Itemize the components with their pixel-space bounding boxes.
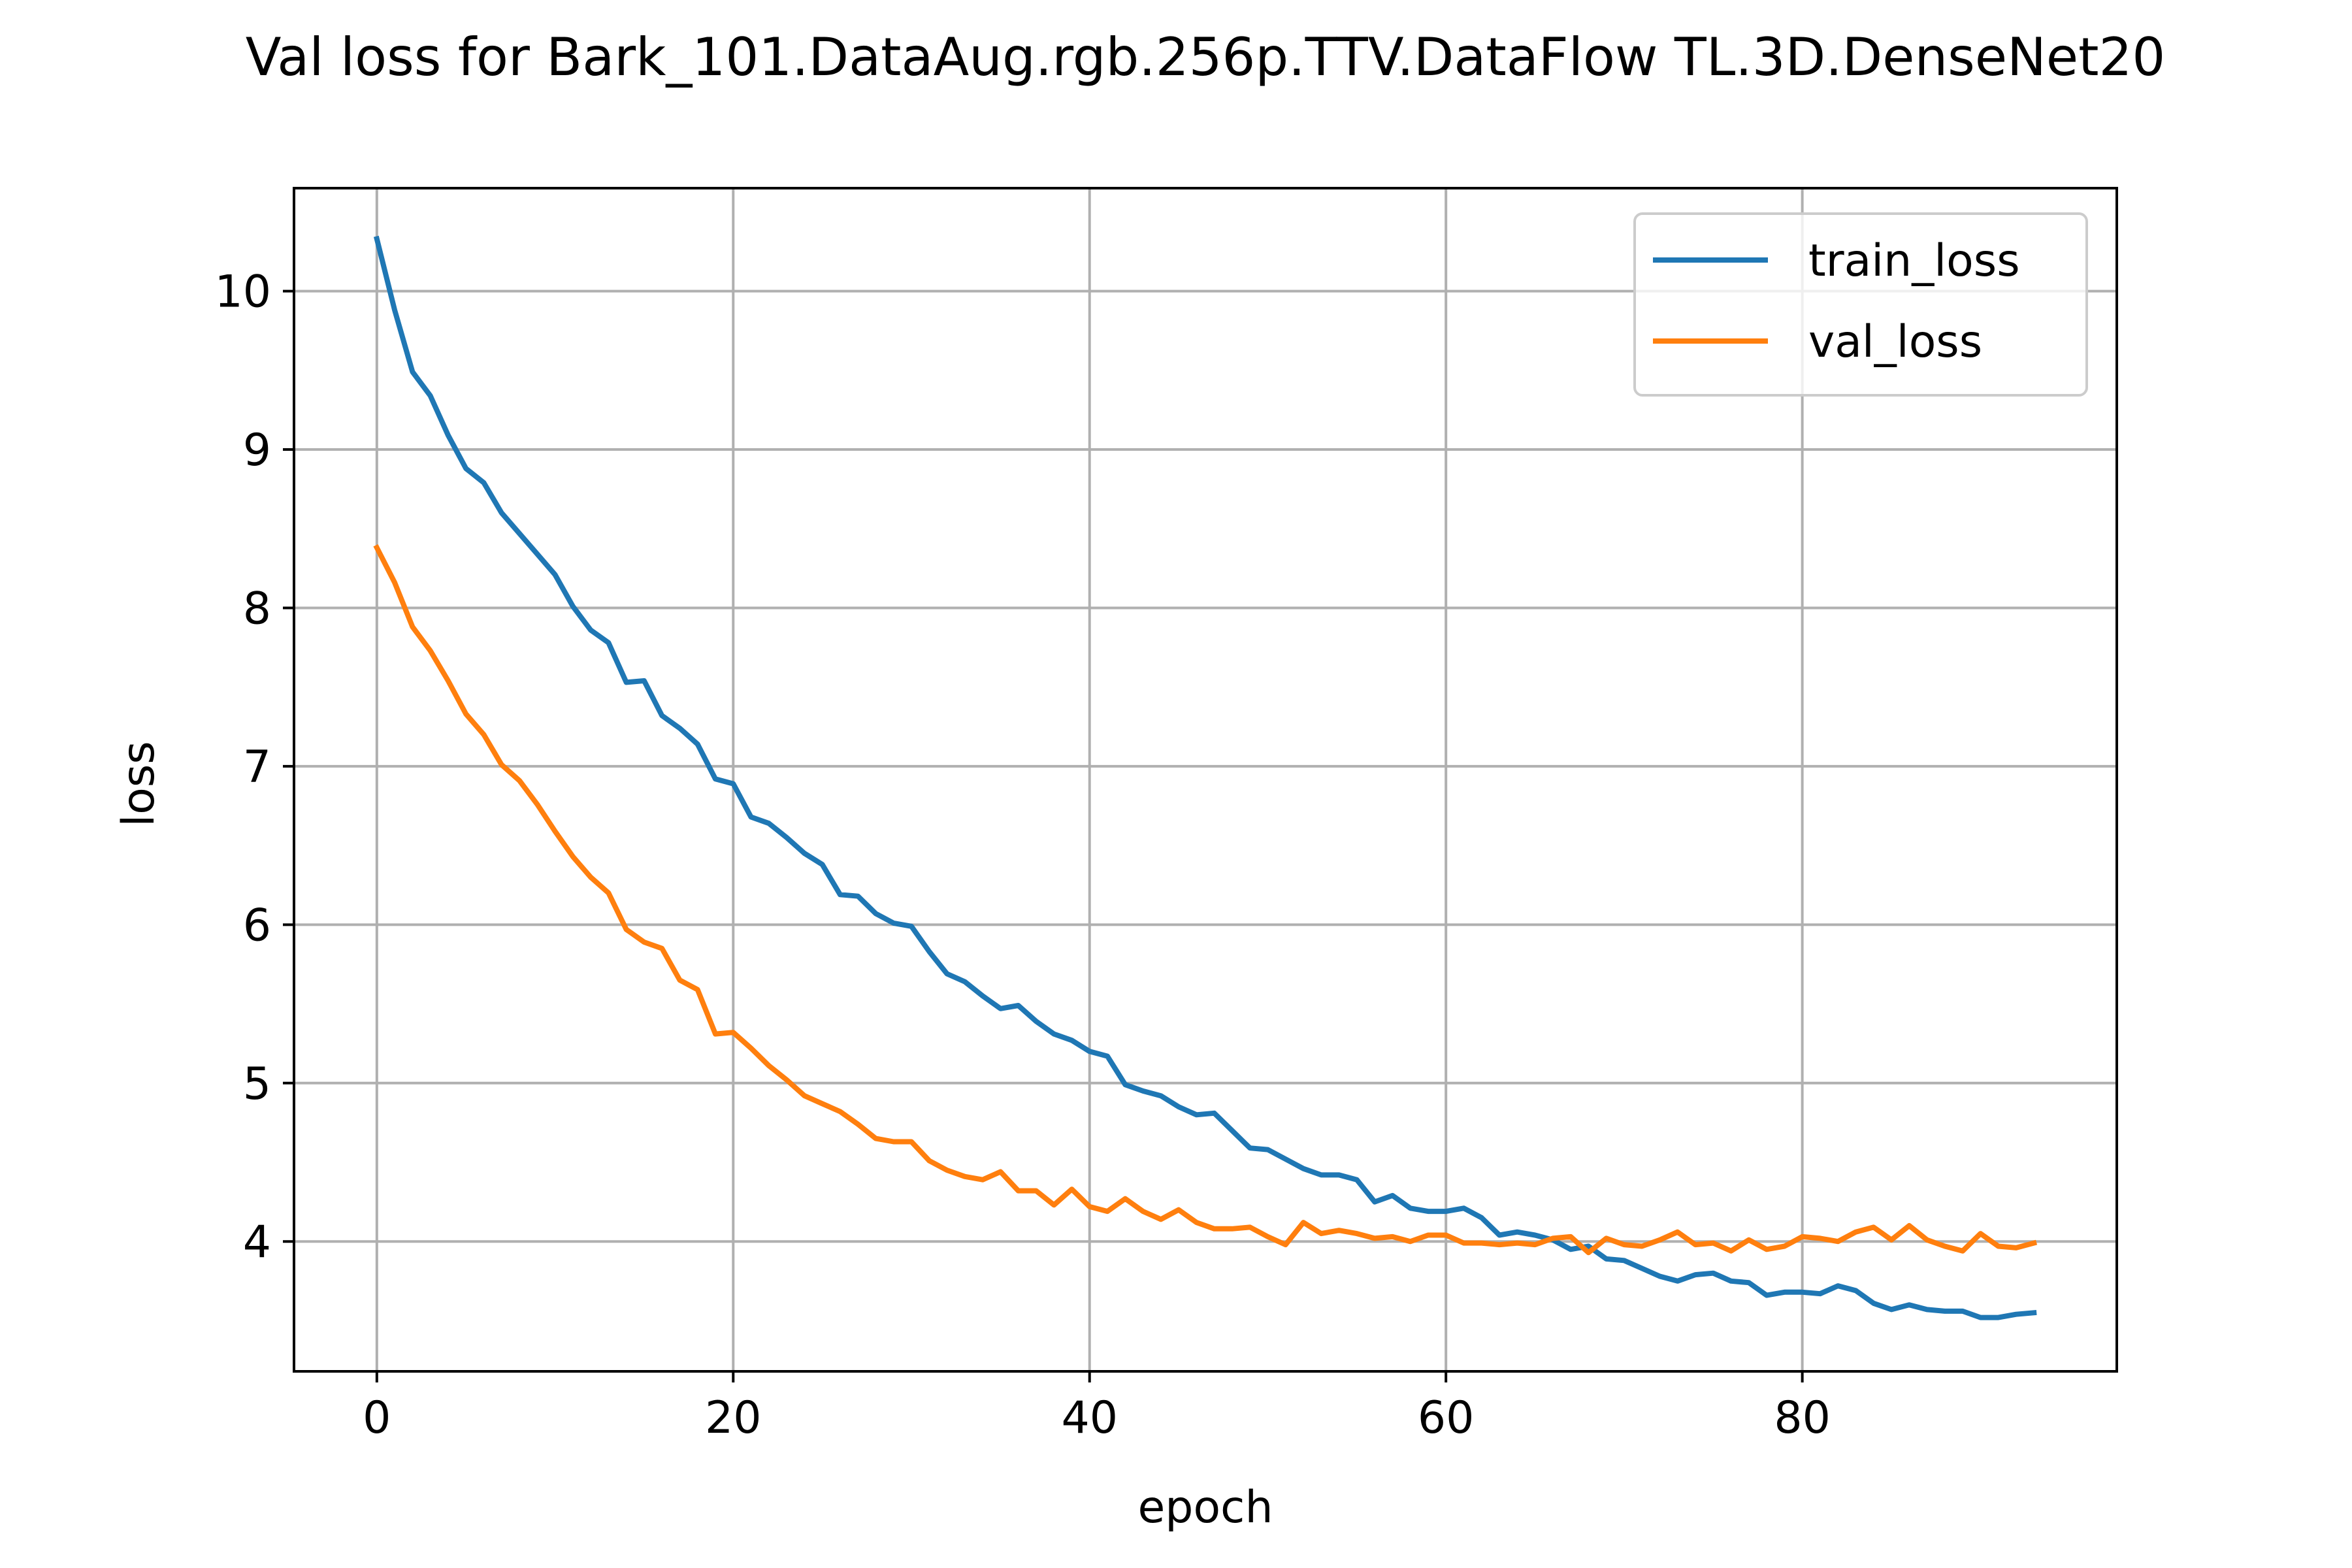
axis-ticks: 0 20 40 60 80 4 5 6 7 8 9 10 [214,267,1830,1444]
y-tick-label: 6 [243,900,271,951]
y-tick-label: 5 [243,1058,271,1110]
series-line-val-loss [373,544,2038,1256]
y-tick-label: 4 [243,1217,271,1268]
series-line-train-loss [373,235,2037,1320]
y-tick-label: 8 [243,583,271,634]
y-tick-label: 10 [214,267,271,318]
x-tick-label: 80 [1774,1392,1831,1444]
x-tick-label: 0 [363,1392,391,1444]
y-tick-label: 9 [243,425,271,476]
legend-label-train-loss: train_loss [1808,235,2020,287]
series-lines [373,235,2038,1320]
legend: train_loss val_loss [1633,212,2088,397]
plot-area-frame [293,187,2118,1373]
legend-label-val-loss: val_loss [1808,316,1982,368]
grid [294,188,2117,1371]
x-tick-label: 20 [705,1392,762,1444]
chart-title: Val loss for Bark_101.DataAug.rgb.256p.T… [246,27,2166,88]
x-axis-label: epoch [1137,1482,1273,1533]
x-tick-label: 40 [1061,1392,1118,1444]
y-tick-label: 7 [243,742,271,793]
y-axis-label: loss [113,741,165,826]
x-tick-label: 60 [1418,1392,1475,1444]
